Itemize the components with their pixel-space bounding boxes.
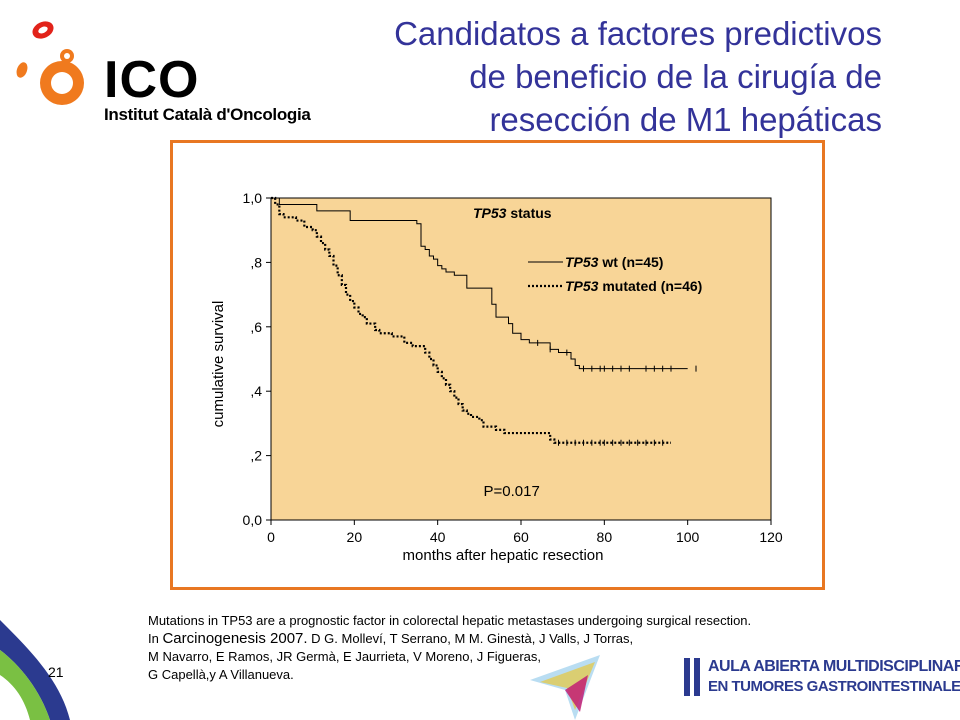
y-tick-label: 0,0 [243,512,263,528]
x-tick-label: 0 [267,529,275,545]
aula-logo-bar-1 [684,658,690,696]
ico-logo-name: ICO [104,51,200,109]
x-tick-label: 40 [430,529,446,545]
chart-frame: 0,0 ,2 ,4 ,6 ,8 1,0 0 20 40 60 80 100 120 TP53 statu… [170,140,825,590]
citation-line-1: Mutations in TP53 are a prognostic facto… [148,613,752,628]
slide-title-line-3: resección de M1 hepáticas [489,101,882,138]
aula-logo-line-1: AULA ABIERTA MULTIDISCIPLINAR [708,658,960,675]
aula-logo-bar-2 [694,658,700,696]
y-tick-label: ,4 [250,383,262,399]
legend-label-mutated: TP53 mutated (n=46) [565,278,702,294]
decor-magenta-arrow [565,675,588,712]
chart-series [271,196,697,446]
x-tick-label: 80 [597,529,613,545]
decor-blue-swoosh [0,620,70,720]
plot-background [270,197,772,521]
decorative-corner-shape [0,620,70,720]
y-tick-label: ,8 [250,254,262,270]
y-tick-label: 1,0 [243,190,263,206]
decor-yellow-arrow [540,662,595,710]
legend-title: TP53 status [473,205,552,221]
survival-chart: 0,0 ,2 ,4 ,6 ,8 1,0 0 20 40 60 80 100 120 TP53 statu… [210,190,783,564]
citation: Mutations in TP53 are a prognostic facto… [148,612,918,684]
x-tick-label: 120 [759,529,783,545]
aula-logo-line-2: EN TUMORES GASTROINTESTINALES [708,678,960,695]
ico-logo: ICO Institut Català d'Oncologia [10,8,320,128]
slide-title: Candidatos a factores predictivos de ben… [282,12,882,141]
ico-logo-subtitle: Institut Català d'Oncologia [104,105,311,124]
x-tick-label: 60 [513,529,529,545]
x-axis-label: months after hepatic resection [403,547,604,564]
y-axis-label: cumulative survival [210,301,227,428]
legend-label-wt: TP53 wt (n=45) [565,254,663,270]
citation-line-2: In Carcinogenesis 2007. D G. Mollеví, T … [148,630,634,647]
p-value-annotation: P=0.017 [484,483,540,500]
y-tick-label: ,2 [250,448,262,464]
citation-line-4: G Capellà,y A Villanueva. [148,667,294,682]
chart-axes: 0,0 ,2 ,4 ,6 ,8 1,0 0 20 40 60 80 100 120 [243,190,783,545]
chart-legend: TP53 status TP53 wt (n=45) TP53 mutated … [473,205,702,294]
logo-small-orange [16,62,28,78]
decor-green-swoosh [0,650,50,720]
citation-journal: Carcinogenesis 2007. [162,630,308,647]
y-tick-label: ,6 [250,319,262,335]
x-tick-label: 100 [676,529,700,545]
slide-title-line-2: de beneficio de la cirugía de [469,58,882,95]
ico-logo-mark [16,21,84,105]
citation-line-3: M Navarro, E Ramos, JR Germà, E Jaurriet… [148,649,542,664]
aula-logo: AULA ABIERTA MULTIDISCIPLINAR EN TUMORES… [680,658,960,700]
page-number: 21 [48,664,64,680]
series-line-mutated [271,196,671,444]
decorative-arrow-shape [530,655,600,720]
x-tick-label: 20 [347,529,363,545]
slide-title-line-1: Candidatos a factores predictivos [394,15,882,52]
